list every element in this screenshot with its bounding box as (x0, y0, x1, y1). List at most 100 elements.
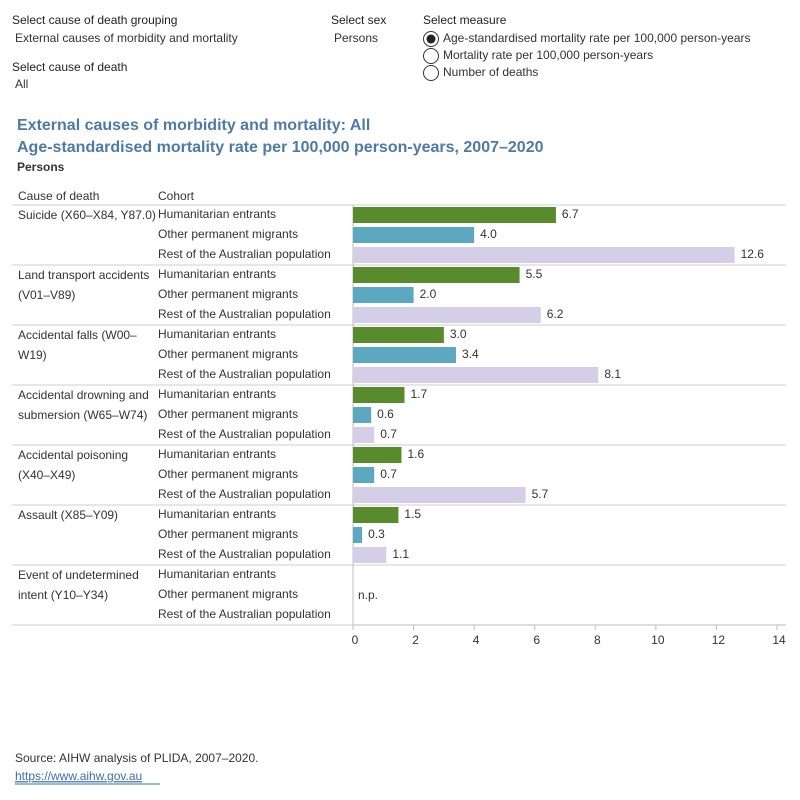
bar (353, 487, 526, 503)
bar (353, 307, 541, 323)
category-cell: Accidental poisoning (X40–X49) (18, 448, 129, 482)
cohort-label: Rest of the Australian population (158, 307, 331, 321)
bar (353, 247, 735, 263)
data-label: 0.6 (377, 407, 394, 421)
control-value[interactable]: External causes of morbidity and mortali… (15, 31, 238, 45)
control-label: Select cause of death grouping (12, 13, 177, 27)
x-tick-label: 10 (651, 633, 665, 647)
cohort-label: Rest of the Australian population (158, 547, 331, 561)
control-value[interactable]: Persons (334, 31, 378, 45)
cohort-label: Humanitarian entrants (158, 507, 276, 521)
cohort-label: Other permanent migrants (158, 527, 298, 541)
data-label: 1.5 (404, 507, 421, 521)
cohort-label: Rest of the Australian population (158, 367, 331, 381)
annotation: n.p. (358, 588, 378, 602)
category-label: Assault (X85–Y09) (18, 508, 119, 522)
x-tick-label: 4 (473, 633, 480, 647)
data-label: 1.1 (392, 547, 409, 561)
cohort-label: Other permanent migrants (158, 227, 298, 241)
cohort-label: Other permanent migrants (158, 407, 298, 421)
control-label: Select cause of death (12, 60, 127, 74)
data-label: 1.6 (407, 447, 424, 461)
category-label: Accidental falls (W00–W19) (18, 328, 137, 362)
category-cell: Accidental drowning and submersion (W65–… (18, 388, 149, 422)
sex-label: Persons (17, 160, 65, 174)
chart-subtitle: Age-standardised mortality rate per 100,… (17, 139, 544, 156)
bar (353, 287, 414, 303)
bar (353, 447, 402, 463)
bar (353, 547, 387, 563)
category-label: Accidental drowning and submersion (W65–… (18, 388, 149, 422)
bar (353, 427, 375, 443)
data-label: 3.0 (450, 327, 467, 341)
bar (353, 207, 556, 223)
radio-label[interactable]: Mortality rate per 100,000 person-years (443, 48, 653, 62)
cohort-label: Other permanent migrants (158, 587, 298, 601)
bar (353, 527, 363, 543)
bar (353, 227, 475, 243)
x-tick-label: 14 (772, 633, 786, 647)
bar (353, 327, 444, 343)
category-cell: Assault (X85–Y09) (18, 508, 119, 522)
cohort-label: Rest of the Australian population (158, 247, 331, 261)
cohort-label: Humanitarian entrants (158, 447, 276, 461)
data-label: 8.1 (604, 367, 621, 381)
x-tick-label: 0 (352, 633, 359, 647)
bar (353, 267, 520, 283)
cohort-label: Humanitarian entrants (158, 207, 276, 221)
bar (353, 367, 599, 383)
category-cell: Event of undetermined intent (Y10–Y34) (18, 568, 139, 602)
cohort-label: Rest of the Australian population (158, 487, 331, 501)
category-label: Event of undetermined intent (Y10–Y34) (18, 568, 139, 602)
cohort-label: Rest of the Australian population (158, 607, 331, 621)
category-cell: Accidental falls (W00–W19) (18, 328, 137, 362)
cohort-label: Humanitarian entrants (158, 387, 276, 401)
category-label: Suicide (X60–X84, Y87.0) (18, 208, 156, 222)
category-label: Land transport accidents (V01–V89) (18, 268, 150, 302)
column-header: Cause of death (18, 189, 99, 203)
category-cell: Suicide (X60–X84, Y87.0) (18, 208, 156, 222)
radio-label[interactable]: Age-standardised mortality rate per 100,… (443, 31, 751, 45)
data-label: 1.7 (410, 387, 427, 401)
radio-button[interactable] (423, 48, 439, 64)
x-tick-label: 12 (712, 633, 726, 647)
data-label: 0.7 (380, 427, 397, 441)
data-label: 4.0 (480, 227, 497, 241)
bar (353, 347, 456, 363)
radio-label[interactable]: Number of deaths (443, 65, 538, 79)
control-label: Select measure (423, 13, 507, 27)
bar (353, 407, 372, 423)
cohort-label: Other permanent migrants (158, 347, 298, 361)
radio-button[interactable] (423, 65, 439, 81)
bar (353, 387, 405, 403)
source: Source: AIHW analysis of PLIDA, 2007–202… (15, 751, 258, 765)
control-value[interactable]: All (15, 77, 28, 91)
cohort-label: Rest of the Australian population (158, 427, 331, 441)
data-label: 0.3 (368, 527, 385, 541)
control-label: Select sex (331, 13, 386, 27)
chart-title: External causes of morbidity and mortali… (17, 117, 370, 134)
radio-dot (426, 34, 436, 44)
cohort-label: Other permanent migrants (158, 287, 298, 301)
column-header: Cohort (158, 189, 195, 203)
data-label: 3.4 (462, 347, 479, 361)
cohort-label: Other permanent migrants (158, 467, 298, 481)
data-label: 12.6 (741, 247, 765, 261)
category-cell: Land transport accidents (V01–V89) (18, 268, 150, 302)
x-tick-label: 8 (594, 633, 601, 647)
x-tick-label: 6 (533, 633, 540, 647)
cohort-label: Humanitarian entrants (158, 327, 276, 341)
link[interactable]: https://www.aihw.gov.au (15, 769, 142, 783)
data-label: 0.7 (380, 467, 397, 481)
data-label: 2.0 (420, 287, 437, 301)
data-label: 6.2 (547, 307, 564, 321)
data-label: 5.5 (526, 267, 543, 281)
cohort-label: Humanitarian entrants (158, 267, 276, 281)
data-label: 5.7 (532, 487, 549, 501)
cohort-label: Humanitarian entrants (158, 567, 276, 581)
x-tick-label: 2 (412, 633, 419, 647)
category-label: Accidental poisoning (X40–X49) (18, 448, 129, 482)
bar (353, 507, 399, 523)
bar (353, 467, 375, 483)
data-label: 6.7 (562, 207, 579, 221)
